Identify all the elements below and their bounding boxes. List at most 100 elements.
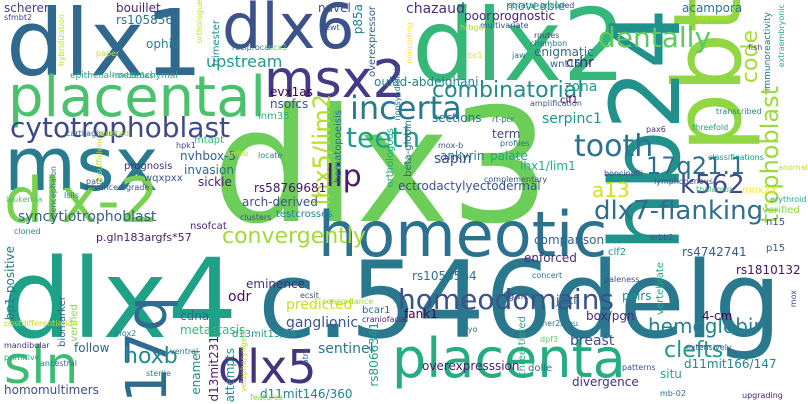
word-bcar1: bcar1 [362,305,391,316]
word-arch-derived: arch-derived [242,195,318,209]
word-anomalies: anomalies [778,163,808,172]
word-moveable: moveable [506,0,566,13]
word-fank1: fank1 [404,307,438,321]
word-atra: atra [301,348,310,365]
word-overexpresssion: overexpresssion [422,359,520,373]
word-dlx1: dlx1 [6,0,203,97]
word-hoxb: hoxb [124,344,178,369]
word-d13mit1354: d13mit13/54 [232,329,297,340]
word-mox2a: mox2a [742,185,776,196]
word-comparison: comparison [534,233,605,247]
word-ganglionic: ganglionic [286,315,359,331]
word-newt: newt [320,23,340,32]
word-poor: poor [464,9,492,23]
word-enforced: enforced [524,251,577,265]
word-beta-globin: beta-globin [403,120,414,177]
word-erbb2: erbb2 [650,233,674,242]
word-d13mit231: d13mit231 [207,336,221,402]
word-trimester: trimester [211,20,222,67]
word-upstream: upstream [206,52,283,71]
word-dolle: dolle [528,363,553,374]
word-existed: existed [100,129,130,138]
word-teeth: teeth [346,121,421,154]
word-homomultimers: homomultimers [4,383,99,397]
word-chambon: chambon [530,39,568,48]
word-velopharyngeal: velopharyngeal [239,330,248,393]
word-postdifferentiation: postdifferentiation [4,319,78,328]
word-ophid: ophid [146,37,180,51]
word-a13: a13 [592,178,630,202]
word-p85a: p85a [351,4,365,35]
word-rs1810132: rs1810132 [736,263,801,277]
word-17q211: 17q21.1 [646,152,746,180]
word-navel: navel [318,1,351,15]
word-enigmatic: enigmatic [534,45,594,59]
word-sfmbt2: sfmbt2 [4,13,33,22]
word-fish: fish [748,43,763,52]
word-homeodomains: homeodomains [398,283,614,316]
word-acampora: acampora [682,1,743,15]
word-cdna: cdna [180,309,210,323]
word-lsils: lsils [64,191,80,200]
word-verified2: verified [762,205,800,216]
word-scherer: scherer [4,1,49,15]
word-attempts: attempts [223,348,237,403]
word-three-tiered: three-tiered [517,316,528,376]
word-simeone: simeone [696,13,730,22]
word-transcribed: transcribed [716,107,762,116]
word-sln: sln [4,336,79,396]
word-sections: sections [432,111,482,125]
word-tooth: tooth [574,129,654,164]
word-ancestral: ancestral [40,359,78,368]
word-dlx3: dlx3 [212,75,551,259]
word-clusters: clusters [240,213,272,222]
word-pairs: pairs [622,289,652,303]
word-incerta: incerta [350,89,462,127]
word-code: code [738,30,763,84]
word-nonsyndromic: nonsyndromic [393,64,402,121]
word-c546delg: c.546delg [258,239,782,362]
word-boxpgn: box/pgn [586,309,635,323]
word-diencephalon: diencephalon [49,166,58,220]
word-sapin: sapin [434,151,472,167]
word-nsofcs: nsofcs [270,97,309,111]
word-dentally: dentally [598,21,712,54]
word-combinatorial: combinatorial [432,78,584,103]
word-clf2: clf2 [608,247,627,258]
word-mox2: mox2 [114,329,137,338]
word-homeotic: homeotic [318,198,608,271]
word-threefold: threefold [692,123,729,132]
word-cytotrophoblast: cytotrophoblast [10,111,231,144]
word-classifications: classifications [708,153,764,162]
word-paleness: paleness [604,275,640,284]
word-primitive: primitive [4,353,40,362]
word-rs4742741: rs4742741 [682,245,747,259]
word-ecsit: ecsit [300,291,319,300]
word-dlx5: dlx5 [218,340,317,394]
word-ncx1: ncx1 [268,43,288,52]
word-d11mit166147: d11mit166/147 [684,357,777,371]
word-clefts: clefts [664,338,724,363]
word-k562: k562 [680,170,745,200]
word-pax6: pax6 [646,125,666,134]
word-lip: lip [326,159,362,194]
word-hematopoeisis: hematopoeisis [333,110,344,183]
word-nsofcat: nsofcat [190,221,227,232]
word-jaw: jaw [512,51,526,60]
word-lhx1lim1: lhx1/lim1 [520,159,576,173]
word-ectrodactyly: ectrodactylyectodermal [398,179,541,193]
word-extensively: extensively [686,343,732,352]
word-myo: myo [460,325,478,334]
word-dlx7-flanking: dlx7-flanking [594,196,764,226]
word-hybridization: hybridization [57,14,66,67]
word-mox-b: mox-b [438,141,464,150]
word-wnt15: wnt15 [550,59,582,70]
word-features: features [250,393,284,402]
word-locate: locate [258,151,283,160]
word-follow: follow [74,341,110,355]
word-rs8066341: rs8066341 [367,322,381,387]
word-4-cm: 4-cm [702,309,733,323]
word-n15: n15 [766,217,786,228]
word-nvhbox5: nvhbox-5 [180,149,236,163]
word-palate: palate [490,149,528,163]
